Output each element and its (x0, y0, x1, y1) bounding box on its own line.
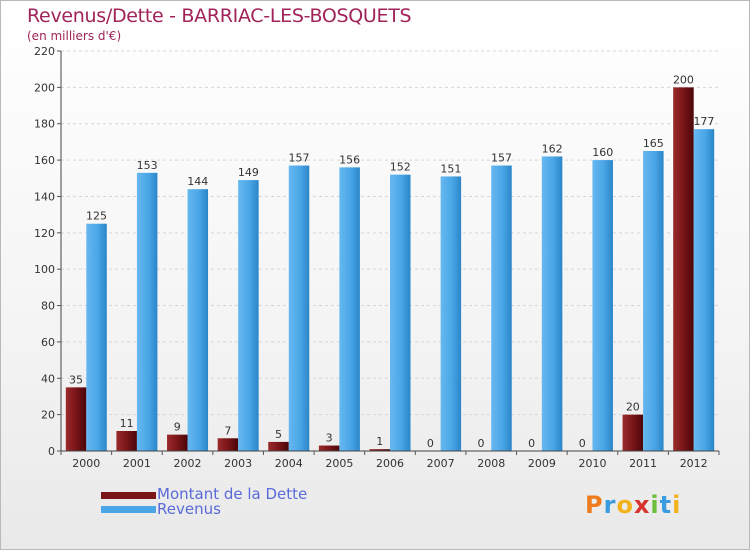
x-tick-label: 2002 (174, 457, 202, 470)
legend-label-revenus: Revenus (157, 500, 221, 518)
bar-debt (369, 449, 390, 451)
x-tick-label: 2006 (376, 457, 404, 470)
legend-swatch-revenus (101, 506, 156, 513)
x-tick-label: 2011 (629, 457, 657, 470)
x-tick-label: 2008 (477, 457, 505, 470)
x-tick-label: 2005 (325, 457, 353, 470)
bar-debt (167, 434, 188, 451)
bar-debt (622, 414, 644, 451)
data-label-debt: 0 (579, 437, 586, 450)
y-tick-label: 160 (34, 154, 55, 167)
bar-debt (217, 438, 239, 451)
bar-revenus (643, 151, 664, 451)
y-tick-label: 20 (41, 409, 55, 422)
bar-revenus (592, 160, 613, 451)
data-label-debt: 1 (376, 435, 383, 448)
chart-title: Revenus/Dette - BARRIAC-LES-BOSQUETS (27, 5, 412, 27)
data-label-revenus: 177 (693, 115, 714, 128)
y-tick-label: 140 (34, 190, 55, 203)
bar-debt (318, 445, 340, 451)
data-label-debt: 5 (275, 428, 282, 441)
data-label-revenus: 151 (440, 162, 461, 175)
bar-debt (673, 87, 694, 451)
legend-label-debt: Montant de la Dette (157, 485, 308, 503)
bar-debt (268, 441, 289, 451)
y-tick-label: 0 (48, 445, 55, 458)
bar-revenus (491, 165, 512, 451)
logo-letter: o (616, 491, 634, 519)
logo-letter: i (672, 491, 682, 519)
data-label-debt: 20 (626, 401, 640, 414)
x-tick-label: 2010 (578, 457, 606, 470)
y-tick-label: 220 (34, 45, 55, 58)
x-tick-label: 2012 (680, 457, 708, 470)
bar-revenus (187, 189, 209, 451)
bar-debt (65, 387, 87, 451)
data-label-debt: 9 (174, 421, 181, 434)
data-label-debt: 0 (477, 437, 484, 450)
data-label-revenus: 157 (289, 152, 310, 165)
logo-letter: r (603, 491, 617, 519)
logo-letter: x (633, 491, 651, 519)
y-tick-label: 120 (34, 227, 55, 240)
bar-revenus (288, 165, 310, 451)
bar-revenus (693, 129, 715, 451)
bar-revenus (541, 156, 563, 452)
data-label-debt: 0 (528, 437, 535, 450)
bar-revenus (238, 180, 259, 451)
data-label-debt: 11 (120, 417, 134, 430)
data-label-revenus: 149 (238, 166, 259, 179)
data-label-revenus: 125 (86, 210, 107, 223)
legend-swatch-debt (101, 492, 156, 499)
bar-revenus (86, 223, 107, 451)
x-tick-label: 2009 (528, 457, 556, 470)
bar-revenus (136, 172, 158, 451)
y-tick-label: 100 (34, 263, 55, 276)
data-label-revenus: 152 (390, 161, 411, 174)
data-label-debt: 3 (326, 432, 333, 445)
proxiti-logo: Proxiti (585, 491, 681, 519)
data-label-revenus: 162 (542, 142, 563, 155)
x-tick-label: 2001 (123, 457, 151, 470)
bar-revenus (440, 176, 462, 452)
logo-letter: P (585, 491, 604, 519)
data-label-revenus: 156 (339, 153, 360, 166)
x-tick-label: 2004 (275, 457, 303, 470)
data-label-debt: 0 (427, 437, 434, 450)
data-label-debt: 200 (673, 73, 694, 86)
x-tick-label: 2007 (427, 457, 455, 470)
data-label-revenus: 157 (491, 152, 512, 165)
bar-revenus (339, 167, 360, 451)
bar-debt (116, 431, 137, 451)
x-tick-label: 2000 (72, 457, 100, 470)
data-label-debt: 35 (69, 373, 83, 386)
y-tick-label: 80 (41, 300, 55, 313)
chart-subtitle: (en milliers d'€) (27, 29, 122, 43)
data-label-revenus: 160 (592, 146, 613, 159)
x-tick-label: 2003 (224, 457, 252, 470)
y-tick-label: 60 (41, 336, 55, 349)
y-tick-label: 40 (41, 372, 55, 385)
data-label-debt: 7 (224, 424, 231, 437)
logo-letter: t (659, 491, 673, 519)
data-label-revenus: 153 (137, 159, 158, 172)
y-tick-label: 200 (34, 81, 55, 94)
logo-letter: i (650, 491, 660, 519)
y-tick-label: 180 (34, 118, 55, 131)
data-label-revenus: 165 (643, 137, 664, 150)
bar-revenus (390, 174, 411, 452)
data-label-revenus: 144 (187, 175, 208, 188)
